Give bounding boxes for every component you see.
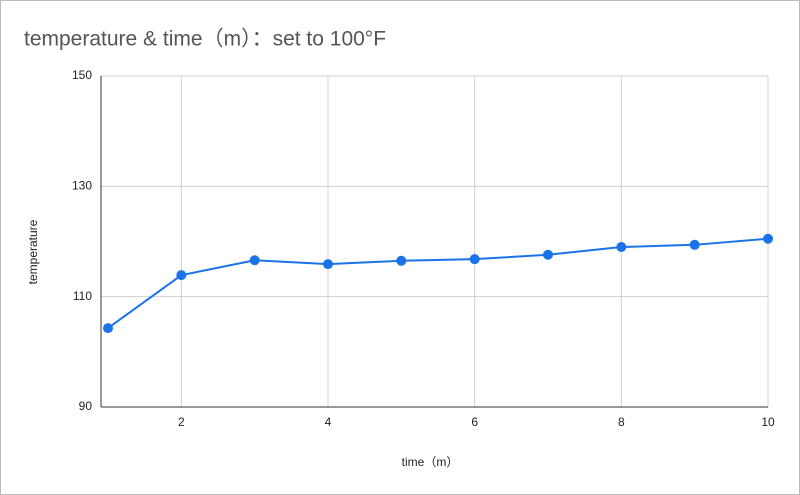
- point: [763, 233, 773, 244]
- x-tick-label: 2: [178, 415, 185, 429]
- point: [249, 255, 260, 266]
- point: [396, 255, 407, 266]
- x-tick-label: 4: [325, 415, 332, 429]
- point: [543, 249, 553, 260]
- point: [176, 270, 187, 281]
- x-axis-label: time（m）: [402, 455, 459, 469]
- x-tick-label: 8: [618, 415, 625, 429]
- y-axis-label: temperature: [26, 219, 40, 284]
- x-tick-label: 6: [471, 415, 478, 429]
- point: [616, 242, 627, 253]
- point: [469, 254, 480, 265]
- point: [323, 259, 333, 270]
- chart-title: temperature & time（m）：set to 100°F: [24, 28, 386, 51]
- x-tick-label: 10: [761, 415, 775, 429]
- y-tick-label: 130: [72, 179, 92, 193]
- y-tick-label: 90: [79, 399, 93, 413]
- point: [103, 323, 113, 334]
- line: [107, 237, 769, 329]
- point: [689, 239, 700, 250]
- y-tick-label: 150: [72, 68, 92, 82]
- y-tick-label: 110: [73, 289, 92, 303]
